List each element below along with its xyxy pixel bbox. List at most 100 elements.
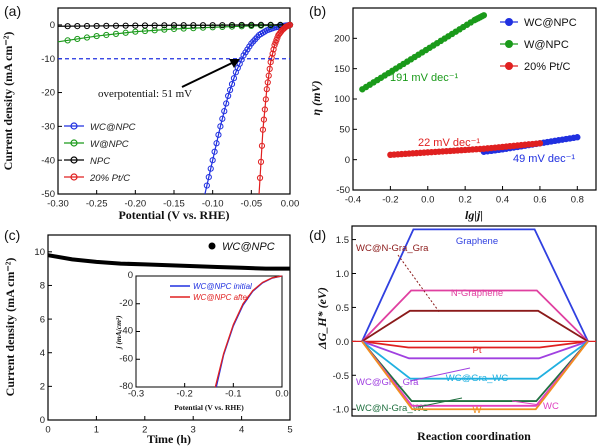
series-npc-point — [132, 22, 139, 29]
panel-d-ytick-label: 1.0 — [336, 269, 349, 280]
inset-legend: WC@NPC initial WC@NPC after — [170, 282, 252, 302]
panel-c-ytick-label: 2 — [40, 382, 45, 393]
energy-path-wc-gra-gra — [361, 340, 589, 360]
series-w-npc-point — [180, 25, 187, 32]
panel-c-ytick-label: 4 — [40, 348, 45, 359]
pointer-wc-n-gra-wc — [417, 397, 463, 408]
series-npc-point — [228, 21, 236, 29]
energy-label-wc-gra-wc: WC@Gra_WC — [446, 373, 509, 384]
panel-d: (d) 1.5 1.0 0.5 0.0 -0.5 -1.0 Graphene N-Graphe… — [309, 225, 597, 443]
legend-marker-npc — [70, 156, 78, 164]
series-wc-npc-point — [221, 108, 228, 115]
panel-b-xtick-label: 0.0 — [421, 195, 434, 206]
series-npc-point — [161, 22, 168, 29]
panel-c-ylabel: Current density (mA cm⁻²) — [3, 258, 17, 397]
series-20-pt-c-point — [263, 86, 270, 93]
legend-label-wc-npc: WC@NPC — [524, 17, 577, 29]
series-wc-npc-point — [232, 69, 239, 76]
legend-label-wc-npc: WC@NPC — [90, 122, 136, 133]
series-w-npc-point — [122, 29, 129, 36]
series-npc-point — [83, 22, 91, 30]
inset-ytick-label: -40 — [119, 326, 133, 337]
panel-b-label: (b) — [309, 3, 326, 19]
series-20-pt-c-point — [256, 174, 264, 182]
inset-series-wc-npc-after-line — [214, 275, 283, 388]
series-npc-point — [219, 22, 226, 29]
panel-c-ytick-label: 8 — [40, 281, 45, 292]
series-20-pt-c-point — [257, 158, 265, 165]
panel-b-ylabel: η (mV) — [309, 81, 323, 116]
energy-path-w — [361, 340, 589, 411]
inset-frame — [135, 275, 283, 388]
pointer-wc-gra-gra — [409, 367, 471, 382]
inset-ytick-label: -60 — [119, 353, 133, 364]
series-20-pt-c-point — [267, 59, 274, 66]
panel-d-ytick-label: 1.5 — [336, 235, 349, 246]
panel-a-ylabel: Current density (mA cm⁻²) — [1, 32, 15, 171]
panel-a-ytick-label: -40 — [41, 155, 55, 166]
panel-c: (c) 0 1 2 3 4 5 0 2 4 6 8 10 WC@NPC Current density… — [3, 227, 293, 446]
legend-marker-w-npc — [505, 40, 513, 48]
series-w-npc-point — [132, 28, 139, 35]
energy-path-pt — [361, 340, 589, 349]
panel-b-ytick-label: 100 — [334, 94, 350, 105]
series-npc-point — [190, 22, 197, 29]
panel-c-xtick-label: 3 — [191, 425, 196, 436]
series-wc-npc-point — [213, 140, 220, 147]
legend-marker-wc-npc — [208, 242, 216, 250]
panel-b-xtick-label: 0.2 — [459, 195, 472, 206]
series-20-pt-c-point — [264, 79, 271, 86]
series-w-npc-point — [170, 25, 178, 33]
annotation-arrow-head — [229, 59, 240, 68]
panel-d-ylabel: ΔG_H* (eV) — [315, 287, 329, 350]
series-20-pt-c-point — [266, 65, 273, 72]
panel-a-ytick-label: -30 — [41, 122, 55, 133]
panel-c-inset: -0.3 -0.2 -0.1 0.0 0 -20 -40 -60 -80 WC@NPC init… — [114, 270, 289, 412]
legend-label-20-pt-c: 20% Pt/C — [524, 61, 571, 73]
panel-a-ytick-label: -20 — [41, 88, 55, 99]
energy-path-graphene — [361, 228, 589, 342]
panel-d-ytick-label: 0.5 — [336, 303, 349, 314]
panel-a-xtick-label: -0.20 — [125, 199, 147, 210]
series-wc-npc-point — [225, 92, 232, 100]
series-20-pt-c-point — [260, 116, 267, 123]
panel-a: (a) -0.30 -0.25 -0.20 -0.15 -0.10 -0.05 0.00 0 -… — [1, 3, 299, 222]
panel-b-ytick-label: 150 — [334, 64, 350, 75]
inset-xtick-label: -0.3 — [128, 389, 144, 400]
series-npc-point — [257, 21, 265, 29]
series-wc-npc-point — [205, 173, 212, 181]
series-w-npc-point — [480, 12, 488, 19]
panel-a-xtick-label: -0.15 — [163, 199, 185, 210]
inset-ytick-label: -80 — [119, 381, 133, 392]
panel-a-xtick-label: -0.25 — [86, 199, 108, 210]
panel-a-legend: WC@NPC W@NPC NPC 20% Pt/C — [64, 122, 136, 184]
series-wc-npc-point — [203, 182, 210, 189]
series-20-pt-c-point — [258, 142, 266, 149]
inset-legend-label-wc-npc-initial: WC@NPC initial — [193, 282, 252, 291]
series-npc-point — [151, 22, 158, 29]
inset-ylabel: j (mA/cm²) — [114, 315, 123, 350]
series-npc-point — [238, 21, 245, 29]
energy-label-wc-n-gra-gra: WC@N-Gra_Gra — [356, 243, 429, 254]
series-npc-point — [93, 22, 100, 30]
panel-c-ytick-label: 0 — [40, 415, 45, 426]
panel-a-ytick-label: -10 — [41, 54, 55, 65]
overpotential-annotation: overpotential: 51 mV — [98, 88, 192, 100]
slope-label-pt: 22 mV dec⁻¹ — [418, 137, 480, 149]
series-wc-npc-point — [230, 75, 238, 82]
series-npc-point — [180, 22, 187, 29]
series-20-pt-c-point — [261, 106, 268, 113]
energy-label-pt: Pt — [473, 345, 482, 356]
panel-b: (b) -0.4 -0.2 0.0 0.2 0.4 0.6 0.8 -50 0 50 100 150 2… — [309, 3, 597, 222]
legend-marker-20-pt-c — [505, 62, 513, 70]
series-wc-npc-point — [228, 80, 236, 88]
inset-ytick-label: 0 — [128, 270, 133, 281]
series-npc-point — [248, 21, 255, 29]
series-npc-point — [199, 22, 207, 29]
legend-marker-w-npc — [70, 139, 78, 147]
series-npc-point — [141, 22, 149, 29]
panel-a-xtick-label: -0.05 — [241, 199, 263, 210]
energy-label-wc: WC — [543, 401, 559, 412]
panel-d-frame — [351, 225, 597, 417]
slope-label-wc-npc: 49 mV dec⁻¹ — [513, 153, 575, 165]
